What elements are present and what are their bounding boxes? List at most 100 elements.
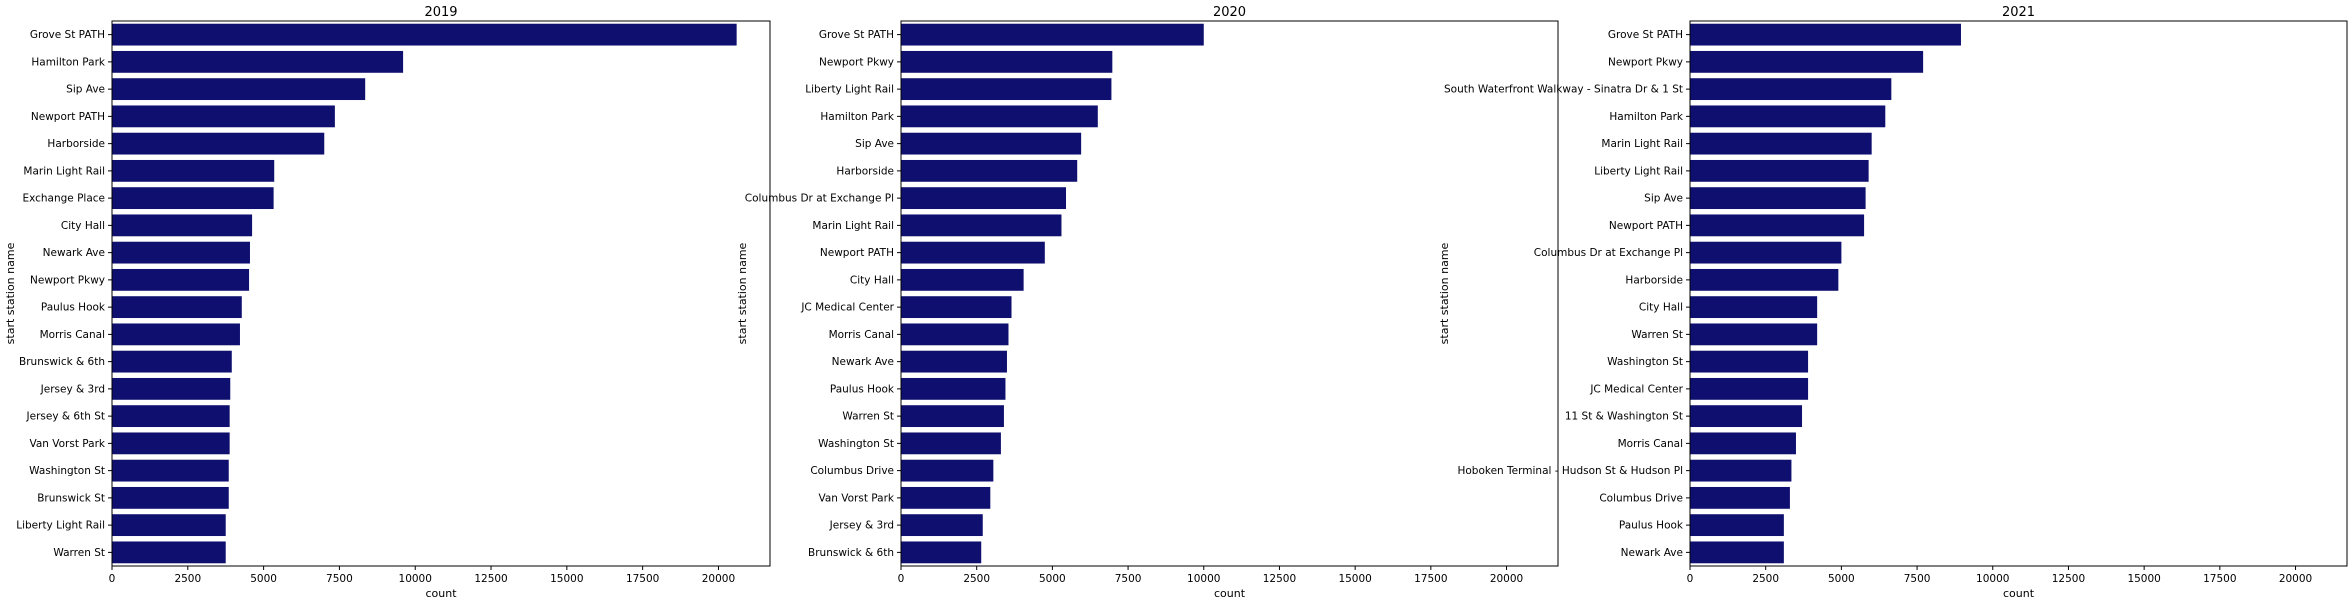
- y-tick-label: Hoboken Terminal - Hudson St & Hudson Pl: [1457, 465, 1683, 477]
- y-tick-label: Jersey & 6th St: [26, 411, 105, 423]
- bar-2019-2: [112, 78, 366, 101]
- x-tick-label: 17500: [1414, 573, 1447, 585]
- bar-2021-13: [1690, 377, 1809, 400]
- y-tick-label: Brunswick & 6th: [808, 547, 894, 559]
- y-tick-label: Liberty Light Rail: [16, 520, 105, 532]
- bar-2020-8: [901, 241, 1045, 264]
- x-tick-label: 20000: [1490, 573, 1523, 585]
- bar-2020-12: [901, 350, 1007, 373]
- x-tick-label: 5000: [1828, 573, 1855, 585]
- x-tick-label: 2500: [1752, 573, 1779, 585]
- bar-2020-2: [901, 78, 1112, 101]
- x-tick-label: 10000: [1976, 573, 2009, 585]
- bar-2020-16: [901, 459, 994, 482]
- y-tick-label: Warren St: [1631, 329, 1683, 341]
- bar-2020-9: [901, 268, 1024, 291]
- bar-2020-6: [901, 187, 1067, 210]
- y-tick-label: Newport Pkwy: [1608, 56, 1683, 68]
- y-tick-label: City Hall: [850, 274, 894, 286]
- y-tick-label: Sip Ave: [855, 138, 894, 150]
- y-tick-label: Marin Light Rail: [23, 165, 105, 177]
- bar-2021-5: [1690, 159, 1869, 182]
- x-tick-label: 12500: [474, 573, 507, 585]
- y-tick-label: Jersey & 3rd: [40, 383, 105, 395]
- bar-2021-15: [1690, 432, 1796, 455]
- y-tick-label: City Hall: [1639, 302, 1683, 314]
- y-tick-label: Marin Light Rail: [1601, 138, 1683, 150]
- bar-2021-3: [1690, 105, 1886, 128]
- y-tick-label: Morris Canal: [1618, 438, 1683, 450]
- x-tick-label: 15000: [2127, 573, 2160, 585]
- y-tick-label: Harborside: [47, 138, 105, 150]
- bar-2019-6: [112, 187, 274, 210]
- x-tick-label: 2500: [174, 573, 201, 585]
- bar-2021-4: [1690, 132, 1872, 155]
- y-tick-label: Brunswick & 6th: [19, 356, 105, 368]
- x-tick-label: 0: [109, 573, 116, 585]
- chart-title: 2020: [1213, 5, 1246, 20]
- bar-2021-2: [1690, 78, 1892, 101]
- bar-2019-12: [112, 350, 232, 373]
- x-tick-label: 7500: [1115, 573, 1142, 585]
- bar-2019-14: [112, 405, 230, 428]
- bar-2019-13: [112, 377, 231, 400]
- y-tick-label: Paulus Hook: [41, 302, 106, 314]
- y-tick-label: Brunswick St: [37, 492, 105, 504]
- bar-2019-3: [112, 105, 335, 128]
- bar-2019-16: [112, 459, 229, 482]
- bar-2019-9: [112, 268, 250, 291]
- bar-2019-15: [112, 432, 230, 455]
- bar-2021-18: [1690, 514, 1784, 537]
- y-axis-label: start station name: [1438, 242, 1451, 344]
- bar-2021-19: [1690, 541, 1784, 564]
- x-tick-label: 10000: [399, 573, 432, 585]
- bar-2021-6: [1690, 187, 1866, 210]
- bar-2019-18: [112, 514, 226, 537]
- bar-2020-19: [901, 541, 982, 564]
- bar-2021-14: [1690, 405, 1803, 428]
- bar-2020-15: [901, 432, 1001, 455]
- y-tick-label: Newark Ave: [43, 247, 105, 259]
- x-tick-label: 5000: [1039, 573, 1066, 585]
- bar-2020-11: [901, 323, 1009, 346]
- x-tick-label: 20000: [2279, 573, 2312, 585]
- y-tick-label: Grove St PATH: [30, 29, 105, 41]
- y-tick-label: Newark Ave: [1621, 547, 1683, 559]
- y-tick-label: Morris Canal: [829, 329, 894, 341]
- bar-2020-18: [901, 514, 983, 537]
- y-tick-label: Hamilton Park: [1609, 111, 1684, 123]
- bar-2021-9: [1690, 268, 1839, 291]
- x-tick-label: 15000: [1338, 573, 1371, 585]
- bar-2020-3: [901, 105, 1098, 128]
- bar-2021-10: [1690, 296, 1818, 319]
- y-tick-label: Hamilton Park: [820, 111, 895, 123]
- x-tick-label: 0: [1687, 573, 1694, 585]
- bar-2021-0: [1690, 23, 1961, 46]
- y-tick-label: Newport Pkwy: [819, 56, 894, 68]
- y-tick-label: Washington St: [29, 465, 105, 477]
- plot-frame: [111, 20, 771, 567]
- y-tick-label: Paulus Hook: [1619, 520, 1684, 532]
- bar-2021-16: [1690, 459, 1792, 482]
- chart-panel-2020: Grove St PATH Newport Pkwy Liberty Light R…: [736, 5, 1559, 600]
- chart-title: 2021: [2002, 5, 2035, 20]
- y-tick-label: City Hall: [61, 220, 105, 232]
- bar-2021-12: [1690, 350, 1809, 373]
- y-tick-label: Newport PATH: [31, 111, 105, 123]
- chart-panel-2019: Grove St PATH Hamilton Park Sip Ave Newport…: [4, 5, 771, 600]
- bar-2019-10: [112, 296, 242, 319]
- bar-2020-1: [901, 50, 1113, 73]
- y-tick-label: South Waterfront Walkway - Sinatra Dr & …: [1444, 84, 1683, 96]
- y-tick-label: JC Medical Center: [1589, 383, 1683, 395]
- bar-2020-5: [901, 159, 1078, 182]
- y-tick-label: Harborside: [836, 165, 894, 177]
- x-tick-label: 20000: [702, 573, 735, 585]
- y-tick-label: Paulus Hook: [830, 383, 895, 395]
- y-tick-label: Columbus Drive: [810, 465, 894, 477]
- bar-2020-14: [901, 405, 1004, 428]
- bar-2021-7: [1690, 214, 1865, 237]
- bar-2019-5: [112, 159, 275, 182]
- y-axis-label: start station name: [4, 242, 17, 344]
- y-tick-label: Marin Light Rail: [812, 220, 894, 232]
- bar-2019-0: [112, 23, 737, 46]
